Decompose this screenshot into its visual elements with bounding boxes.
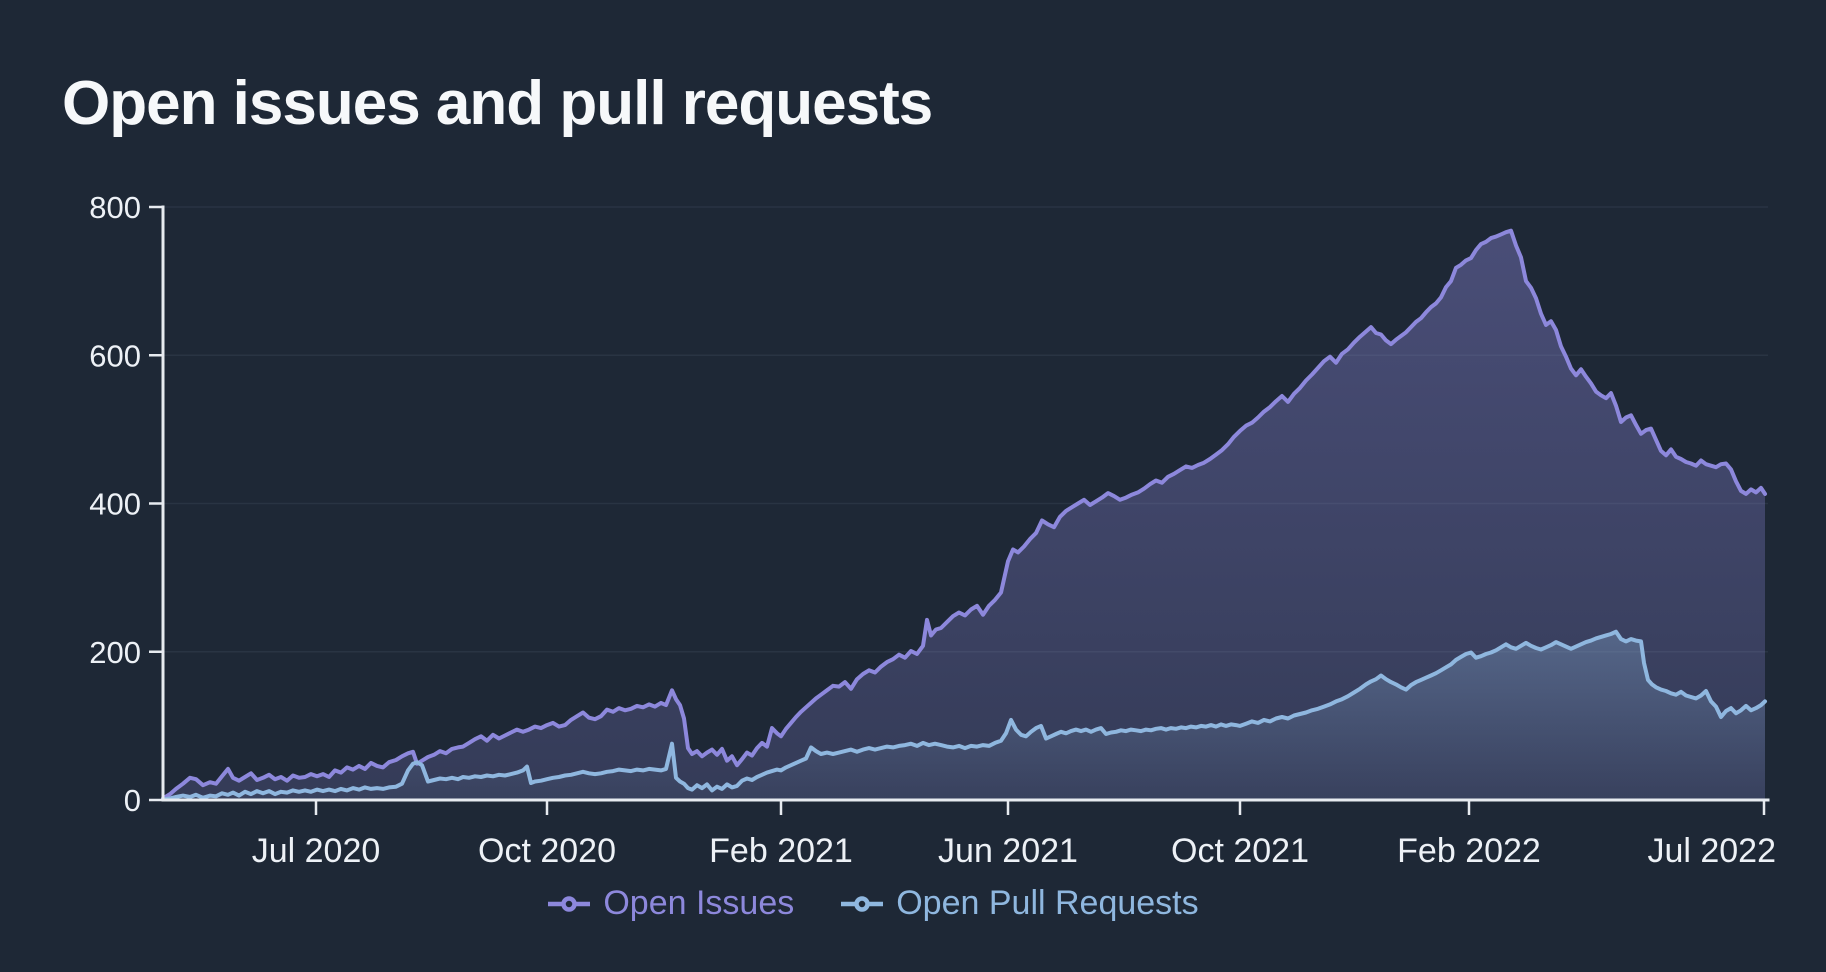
x-axis-label: Jul 2022 — [1647, 832, 1776, 870]
legend-item-open-issues[interactable]: Open Issues — [547, 884, 794, 923]
series-line-open-pull-requests — [161, 629, 1767, 802]
chart-legend: Open Issues Open Pull Requests — [0, 884, 1786, 923]
x-axis-label: Feb 2021 — [709, 832, 853, 870]
series-line-open-issues — [161, 228, 1767, 801]
legend-item-open-pull-requests[interactable]: Open Pull Requests — [840, 884, 1199, 923]
y-axis-label: 600 — [89, 338, 141, 373]
x-axis-label: Oct 2020 — [478, 832, 616, 870]
legend-marker-open-pull-requests — [841, 895, 884, 912]
series-area-open-pull-requests — [163, 631, 1765, 800]
legend-label-open-pull-requests: Open Pull Requests — [896, 884, 1199, 922]
x-axis-label: Feb 2022 — [1397, 832, 1541, 870]
legend-label-open-issues: Open Issues — [603, 884, 795, 922]
x-axis-label: Jul 2020 — [252, 832, 381, 870]
grid-lines — [163, 206, 1768, 653]
x-axis: Jul 2020 Oct 2020 Feb 2021 Jun 2021 Oct 2021… — [252, 800, 1776, 870]
y-axis-label: 0 — [124, 783, 141, 818]
page-title: Open issues and pull requests — [62, 68, 933, 138]
series-area-open-issues — [163, 230, 1765, 800]
y-axis-label: 200 — [89, 635, 141, 670]
y-axis-label: 800 — [89, 190, 141, 225]
legend-marker-open-issues — [548, 895, 591, 912]
y-axis-label: 400 — [89, 487, 141, 522]
y-axis: 0 200 400 600 800 — [89, 190, 163, 818]
x-axis-label: Oct 2021 — [1171, 832, 1309, 870]
x-axis-label: Jun 2021 — [938, 832, 1078, 870]
